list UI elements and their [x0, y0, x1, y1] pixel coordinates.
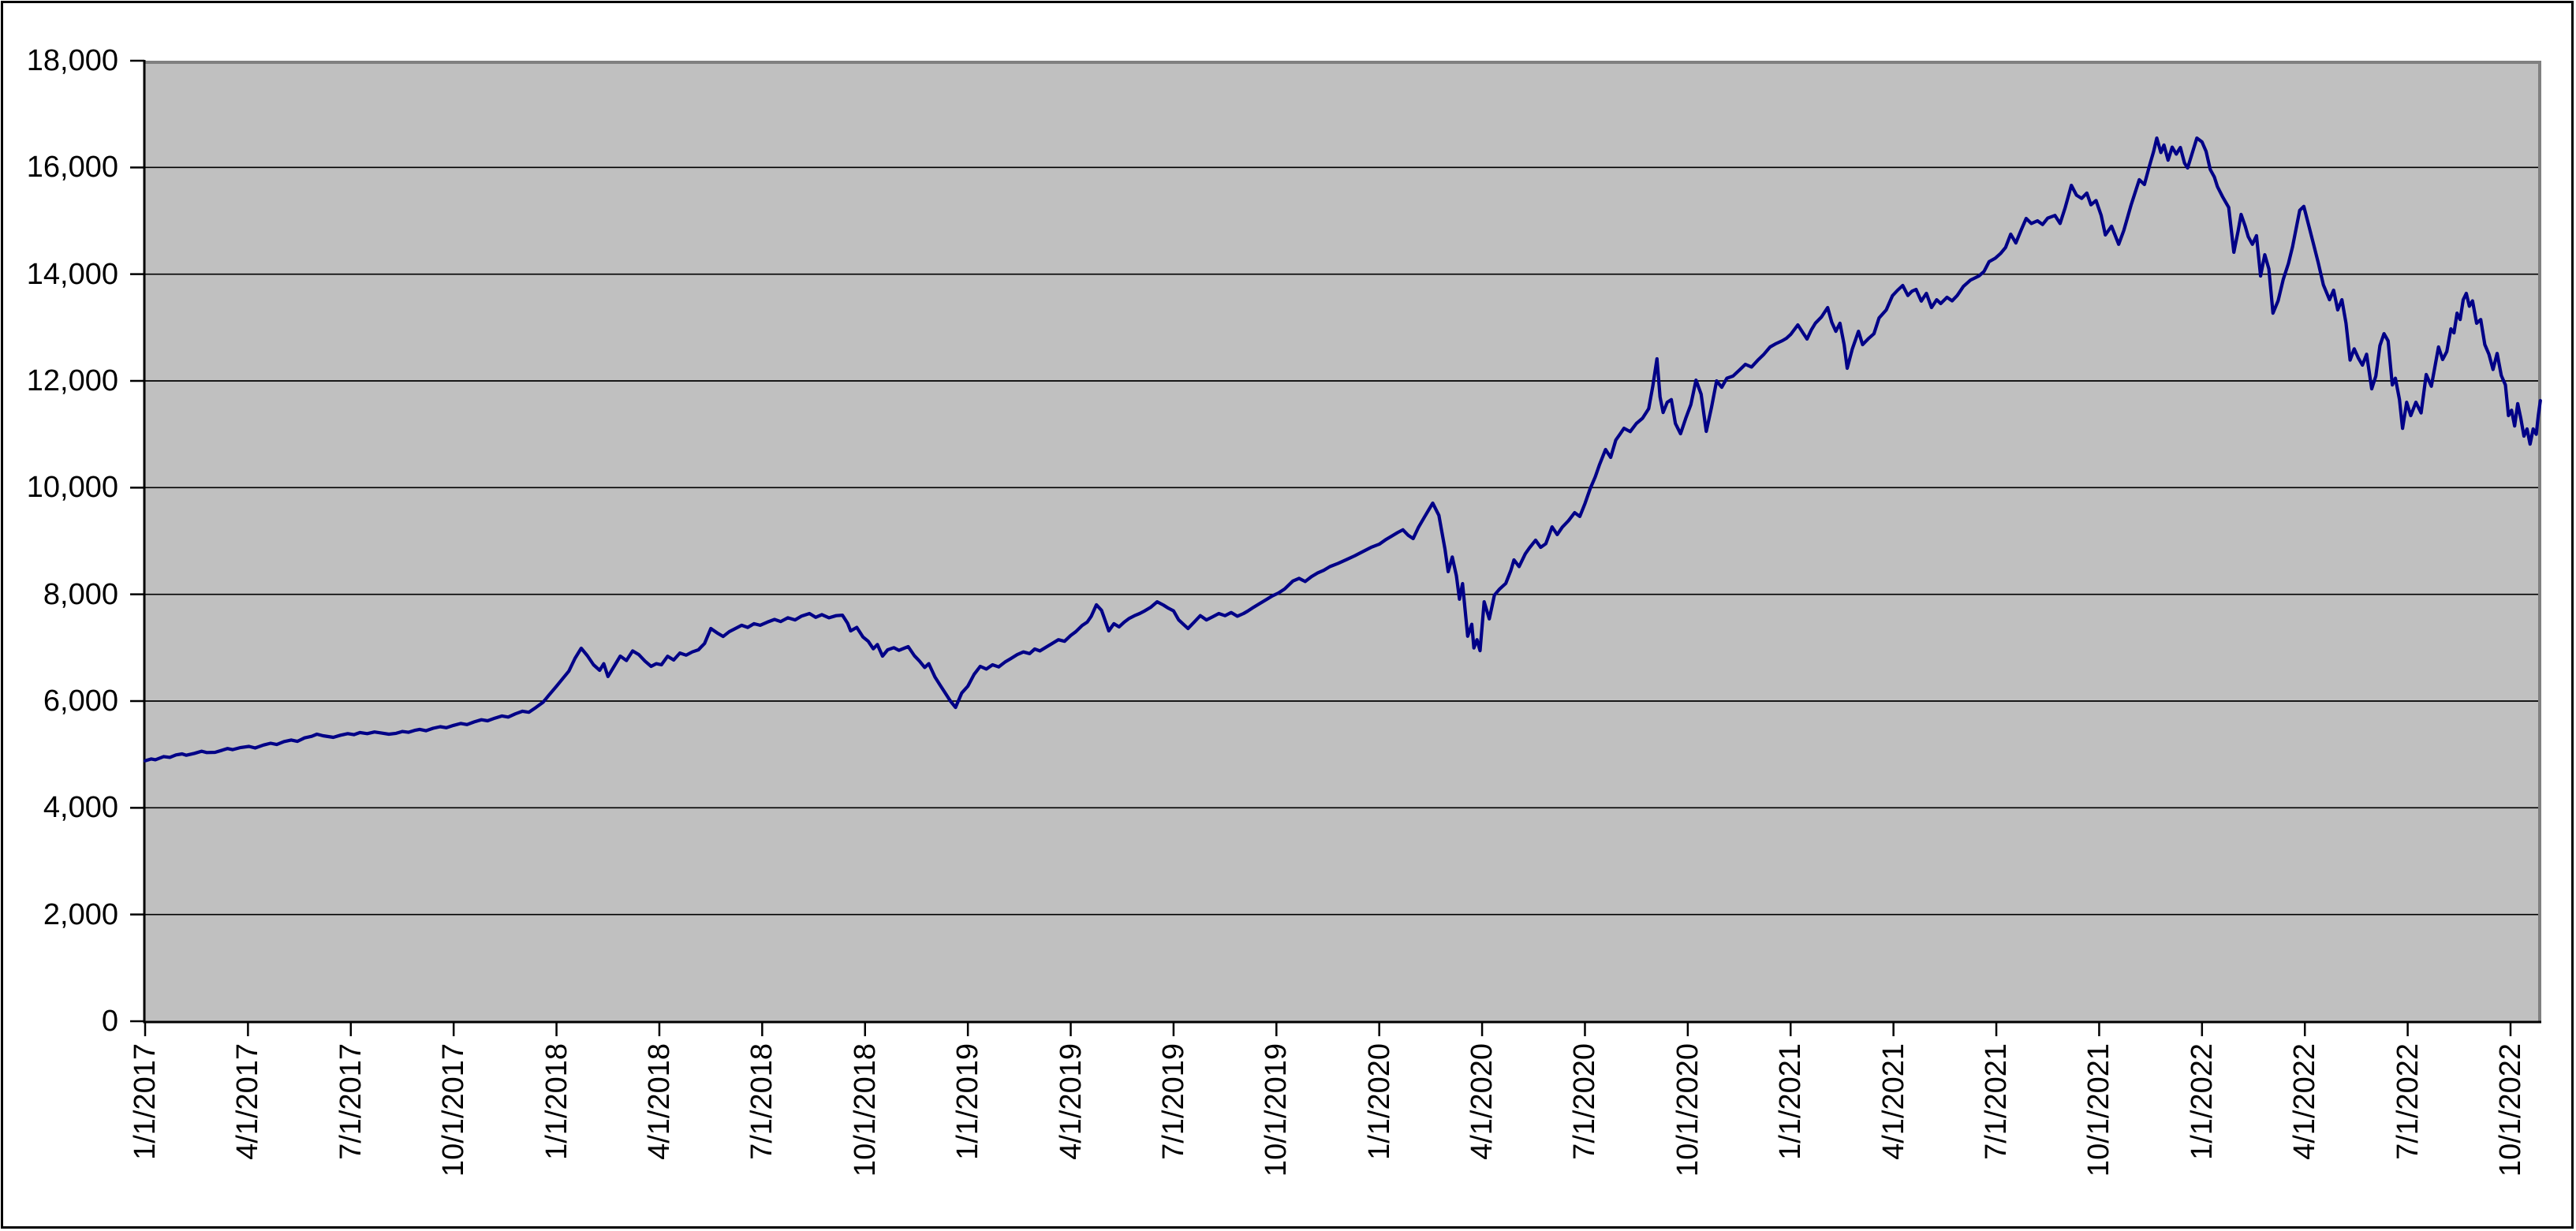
- x-axis-tick-label: 10/1/2022: [2494, 1043, 2527, 1177]
- x-axis-tick-label: 1/1/2021: [1774, 1043, 1808, 1160]
- plot-area: [145, 61, 2541, 1021]
- y-axis-tick-label: 4,000: [43, 791, 118, 825]
- x-axis-tick-label: 4/1/2020: [1465, 1043, 1499, 1160]
- x-axis-tick-label: 4/1/2021: [1876, 1043, 1910, 1160]
- x-axis-tick-label: 7/1/2017: [334, 1043, 368, 1160]
- x-axis-tick-label: 4/1/2017: [231, 1043, 265, 1160]
- plot-border: [145, 61, 2541, 1021]
- x-axis-tick-label: 4/1/2018: [642, 1043, 676, 1160]
- y-axis-tick-label: 2,000: [43, 897, 118, 931]
- axes: [143, 60, 2541, 1024]
- x-axis-tick-label: 10/1/2017: [437, 1043, 471, 1177]
- x-axis-tick-label: 4/1/2019: [1054, 1043, 1088, 1160]
- x-axis-tick-label: 10/1/2019: [1260, 1043, 1294, 1177]
- x-axis-tick-label: 7/1/2019: [1156, 1043, 1190, 1160]
- x-axis-tick-label: 1/1/2017: [129, 1043, 162, 1160]
- x-axis-tick-label: 1/1/2022: [2185, 1043, 2219, 1160]
- x-axis-tick-label: 1/1/2018: [539, 1043, 573, 1160]
- y-axis-tick-label: 10,000: [26, 471, 118, 505]
- x-axis-tick-label: 1/1/2019: [951, 1043, 985, 1160]
- x-axis-tick-label: 10/1/2021: [2082, 1043, 2116, 1177]
- x-axis-tick-label: 7/1/2020: [1568, 1043, 1602, 1160]
- y-axis-tick-label: 6,000: [43, 685, 118, 718]
- gridlines: [145, 166, 2541, 916]
- x-axis-tick-label: 4/1/2022: [2288, 1043, 2322, 1160]
- series-line: [144, 136, 2542, 763]
- x-axis-tick-label: 7/1/2018: [745, 1043, 779, 1160]
- x-axis-tick-label: 7/1/2021: [1980, 1043, 2014, 1160]
- axis-ticks: [130, 59, 2512, 1036]
- y-axis-tick-label: 12,000: [26, 364, 118, 397]
- y-axis-tick-label: 14,000: [26, 257, 118, 291]
- x-axis-tick-label: 1/1/2020: [1362, 1043, 1396, 1160]
- x-axis-tick-label: 7/1/2022: [2391, 1043, 2425, 1160]
- x-axis-tick-label: 10/1/2020: [1671, 1043, 1704, 1177]
- y-axis-tick-label: 18,000: [26, 44, 118, 77]
- y-axis-tick-label: 0: [101, 1005, 118, 1038]
- y-axis-tick-label: 16,000: [26, 151, 118, 185]
- y-axis-tick-label: 8,000: [43, 577, 118, 611]
- x-axis-tick-label: 10/1/2018: [848, 1043, 882, 1177]
